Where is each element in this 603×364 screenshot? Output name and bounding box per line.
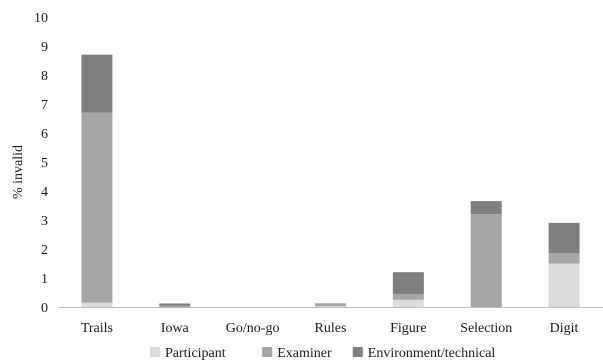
legend-label: Participant	[165, 346, 226, 361]
bar-segment	[159, 305, 191, 307]
y-tick-label: 10	[34, 11, 48, 26]
y-tick-label: 6	[41, 127, 48, 142]
bar-segment	[392, 299, 424, 307]
bar-segment	[548, 263, 580, 307]
legend-label: Environment/technical	[368, 346, 496, 361]
legend-swatch	[150, 347, 160, 357]
bar-segment	[159, 303, 191, 306]
bar-segment	[392, 293, 424, 300]
x-tick-label: Rules	[315, 321, 347, 336]
y-axis-label: % invalid	[11, 145, 26, 199]
bar-segment	[470, 201, 502, 215]
bar-segment	[470, 214, 502, 307]
legend-swatch	[262, 347, 273, 357]
bar-segment	[81, 54, 113, 113]
bars-group	[81, 54, 580, 307]
bar-segment	[548, 222, 580, 254]
legend-swatch	[352, 347, 363, 357]
x-tick-label: Figure	[390, 321, 427, 336]
y-tick-label: 0	[41, 301, 48, 316]
y-tick-label: 7	[41, 98, 48, 113]
y-tick-label: 3	[41, 214, 48, 229]
y-tick-label: 5	[41, 156, 48, 171]
bar-segment	[81, 112, 113, 303]
bar-segment	[392, 272, 424, 294]
y-tick-label: 9	[41, 40, 48, 55]
bar-segment	[315, 303, 346, 307]
x-axis-ticks: Trails Iowa Go/no-go Rules Figure Selection Di…	[81, 321, 579, 336]
legend: Participant Examiner Environment/technical	[150, 346, 495, 361]
y-tick-label: 8	[41, 69, 48, 84]
legend-label: Examiner	[277, 346, 332, 361]
x-tick-label: Iowa	[161, 321, 190, 336]
x-tick-label: Go/no-go	[226, 321, 280, 336]
bar-segment	[81, 302, 113, 307]
y-axis-ticks: 0 1 2 3 4 5 6 7 8 9 10	[34, 11, 48, 316]
y-tick-label: 2	[41, 243, 48, 258]
y-tick-label: 4	[41, 185, 48, 200]
bar-segment	[315, 306, 346, 307]
x-tick-label: Digit	[550, 321, 579, 336]
x-tick-label: Selection	[460, 321, 512, 336]
x-tick-label: Trails	[81, 321, 113, 336]
y-tick-label: 1	[41, 272, 48, 287]
bar-segment	[548, 253, 580, 264]
